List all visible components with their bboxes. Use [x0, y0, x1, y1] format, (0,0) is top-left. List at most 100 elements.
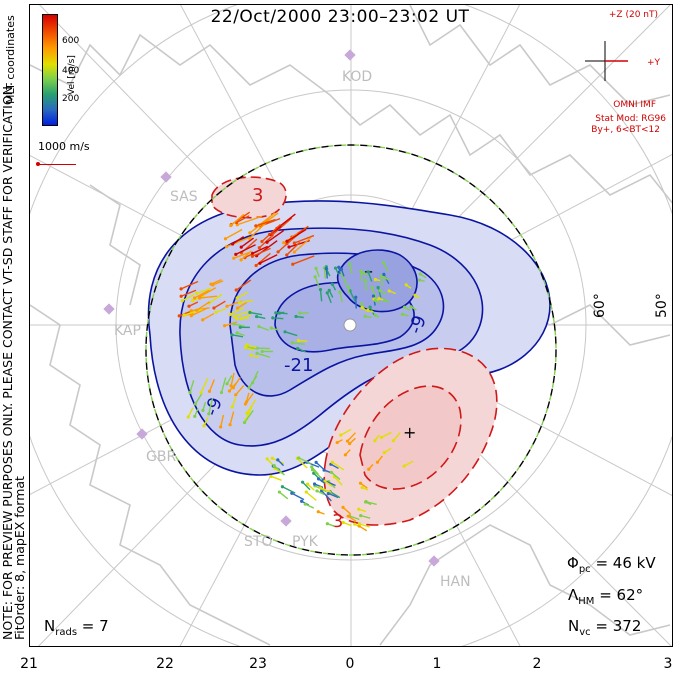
velocity-vector — [236, 291, 249, 299]
velocity-vector-origin — [283, 330, 287, 334]
coast-north-east — [409, 5, 671, 106]
velocity-vector — [240, 250, 252, 261]
velocity-vector — [320, 487, 332, 493]
velocity-vector-origin — [341, 505, 345, 510]
velocity-vector-origin — [207, 389, 212, 393]
velocity-vector — [251, 370, 259, 384]
velocity-vector-origin — [201, 408, 205, 412]
velocity-vector — [258, 325, 269, 331]
velocity-vector-origin — [375, 460, 380, 464]
cross-polar-potential: Φpc = 46 kV — [567, 554, 656, 575]
neg-label-center: -21 — [284, 355, 313, 376]
velocity-vector-origin — [348, 262, 352, 266]
velocity-vector-origin — [362, 271, 366, 275]
velocity-vector — [312, 469, 323, 480]
velocity-vector-origin — [373, 313, 378, 317]
velocity-vector — [252, 245, 269, 255]
vector-count: Nvc = 372 — [568, 617, 642, 638]
velocity-vector — [235, 384, 245, 396]
velocity-vector — [364, 280, 368, 291]
velocity-vector — [284, 331, 298, 337]
station-marker-kap — [103, 303, 115, 315]
velocity-vector-origin — [230, 405, 234, 409]
velocity-vector — [323, 267, 327, 279]
velocity-vector-origin — [310, 468, 315, 472]
x-tick-3: 3 — [663, 656, 673, 672]
velocity-vector-origin — [243, 402, 248, 406]
velocity-vector — [314, 276, 320, 288]
velocity-vector — [340, 428, 352, 436]
velocity-vector-origin — [382, 272, 386, 277]
velocity-vector-origin — [354, 295, 358, 299]
velocity-vector — [230, 306, 245, 315]
velocity-vector-origin — [258, 261, 262, 265]
velocity-vector — [190, 307, 210, 312]
pos-cell-large-inner — [359, 385, 462, 490]
n-rads-subscript: rads — [55, 627, 78, 638]
velocity-vector — [240, 237, 254, 248]
velocity-vector-origin — [274, 311, 278, 315]
velocity-vector-origin — [285, 253, 289, 257]
n-rads-symbol: N — [44, 617, 56, 635]
velocity-vector-origin — [245, 411, 249, 415]
velocity-vector — [293, 236, 312, 253]
velocity-vector-origin — [211, 283, 215, 287]
velocity-vector-origin — [363, 278, 368, 282]
velocity-vector-origin — [363, 500, 368, 504]
velocity-vector — [203, 416, 209, 427]
velocity-vector-origin — [353, 522, 357, 526]
negative-potential-cell: -9 -9 -21 – — [147, 200, 551, 476]
pos-cell-small — [211, 176, 287, 219]
velocity-vector — [237, 215, 263, 226]
vector-scale-label: 1000 m/s — [38, 140, 90, 153]
velocity-vector — [255, 218, 276, 227]
velocity-vector-origin — [325, 291, 329, 295]
velocity-vector-origin — [304, 490, 308, 494]
coast-north — [30, 33, 672, 204]
velocity-vector-origin — [250, 254, 254, 258]
velocity-vector-origin — [358, 481, 363, 485]
velocity-vector-origin — [234, 393, 238, 397]
imf-source: OMNI IMF — [613, 100, 656, 110]
velocity-vector-origin — [373, 298, 377, 302]
velocity-vector-origin — [228, 423, 232, 427]
velocity-vector-origin — [376, 285, 380, 290]
velocity-vector-origin — [219, 390, 224, 395]
velocity-vector-origin — [199, 391, 203, 395]
velocity-vector-origin — [314, 460, 318, 464]
velocity-vector — [233, 251, 250, 259]
velocity-vector-origin — [337, 265, 341, 269]
imf-y-label: +Y — [646, 58, 660, 68]
x-tick-22: 22 — [156, 656, 174, 672]
velocity-vector — [229, 411, 235, 425]
velocity-vector-origin — [382, 451, 387, 455]
velocity-vector-origin — [378, 289, 382, 293]
velocity-vector-origin — [413, 293, 417, 297]
velocity-vector-origin — [366, 270, 370, 274]
velocity-vector — [196, 287, 212, 295]
velocity-vector-origin — [314, 266, 318, 270]
velocity-vector-origin — [212, 306, 216, 310]
colorbar-tick-400: 400 — [62, 66, 80, 76]
velocity-vector-origin — [346, 285, 350, 289]
velocity-vector — [187, 407, 194, 418]
velocity-vector-origin — [223, 237, 228, 241]
velocity-vector — [237, 301, 248, 309]
velocity-vector-origin — [360, 485, 364, 490]
velocity-vector-origin — [292, 250, 296, 254]
velocity-vector-origin — [224, 245, 229, 249]
velocity-vector — [302, 481, 311, 491]
velocity-vector-origin — [339, 433, 343, 437]
velocity-vector — [339, 291, 343, 303]
velocity-vector — [226, 236, 250, 248]
velocity-vector-origin — [366, 308, 370, 312]
velocity-vector — [215, 307, 227, 313]
velocity-vector — [189, 380, 195, 393]
x-tick-2: 2 — [532, 656, 542, 672]
velocity-vector — [219, 414, 225, 428]
velocity-vector-origin — [357, 507, 361, 511]
station-markers — [103, 49, 440, 567]
velocity-vector-origin — [193, 414, 197, 418]
velocity-vector-origin — [316, 477, 321, 481]
velocity-vector-origin — [298, 311, 302, 315]
